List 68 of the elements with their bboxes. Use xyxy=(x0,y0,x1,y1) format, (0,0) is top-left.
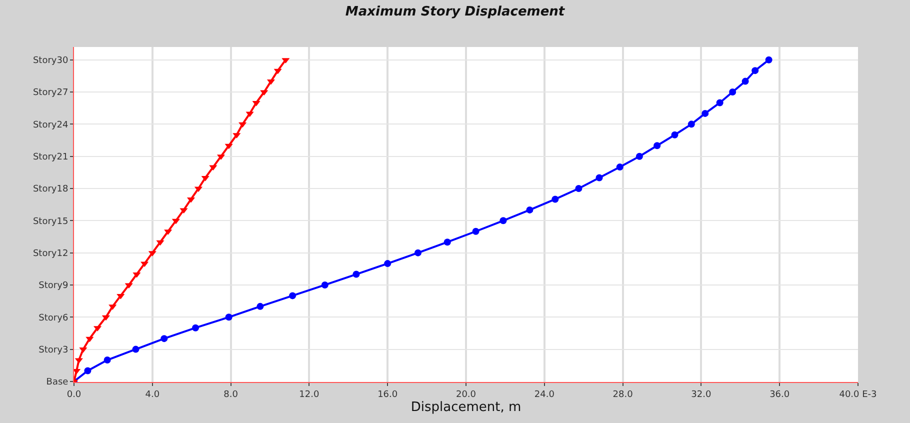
x-tick-label: 28.0 xyxy=(612,390,634,400)
point xyxy=(596,174,603,182)
point xyxy=(140,262,149,268)
y-tick-label: Story27 xyxy=(32,88,68,98)
point xyxy=(274,68,282,74)
point xyxy=(552,196,559,203)
point xyxy=(74,368,81,374)
point xyxy=(102,315,110,321)
y-tick-label: Story30 xyxy=(32,56,68,66)
point xyxy=(225,314,232,321)
x-tick-label: 0.0 xyxy=(66,390,82,400)
point xyxy=(156,240,164,246)
point xyxy=(256,302,264,310)
chart-title: Maximum Story Displacement xyxy=(345,4,566,20)
y-tick-label: Story12 xyxy=(32,248,68,259)
point xyxy=(172,218,180,224)
point xyxy=(209,165,218,171)
x-tick-label: 16.0 xyxy=(378,390,398,400)
y-tick-label: Base xyxy=(46,378,69,388)
point xyxy=(729,88,736,96)
point xyxy=(132,346,140,353)
point xyxy=(636,152,643,160)
point xyxy=(260,90,268,96)
y-tick-label: Story15 xyxy=(32,216,68,227)
point xyxy=(526,206,534,214)
point xyxy=(688,120,695,128)
point xyxy=(238,122,247,128)
y-tick-label: Story3 xyxy=(38,345,68,356)
point xyxy=(702,110,709,117)
point xyxy=(616,164,624,171)
point xyxy=(289,292,296,300)
point xyxy=(74,358,83,364)
point xyxy=(224,144,233,150)
point xyxy=(84,367,92,374)
y-tick-label: Story21 xyxy=(32,152,68,162)
point xyxy=(575,185,582,192)
point xyxy=(321,281,328,288)
x-tick-label: 4.0 xyxy=(145,390,160,400)
point xyxy=(192,324,200,332)
y-tick-label: Story24 xyxy=(32,120,68,130)
y-tick-label: Story18 xyxy=(32,184,68,195)
point xyxy=(716,99,724,106)
point xyxy=(752,67,759,74)
point xyxy=(414,249,422,256)
point xyxy=(252,100,260,106)
y-tick-label: Story6 xyxy=(38,313,68,324)
point xyxy=(444,238,451,246)
x-tick-label: 24.0 xyxy=(534,390,555,400)
x-tick-label: 40.0 E-3 xyxy=(839,390,877,400)
point xyxy=(352,270,360,278)
point xyxy=(742,78,749,85)
point xyxy=(116,294,125,300)
x-tick-label: 12.0 xyxy=(299,390,320,400)
x-tick-label: 8.0 xyxy=(224,390,238,400)
point xyxy=(765,56,772,64)
point xyxy=(160,335,168,342)
point xyxy=(86,336,94,342)
point xyxy=(654,142,661,150)
x-axis-title: Displacement, m xyxy=(410,400,522,415)
x-tick-label: 36.0 xyxy=(770,390,790,400)
point xyxy=(104,356,111,364)
point xyxy=(472,228,480,235)
x-tick-label: 20.0 xyxy=(456,390,476,400)
point xyxy=(671,131,678,138)
point xyxy=(500,217,507,224)
point xyxy=(384,260,392,268)
y-tick-label: Story9 xyxy=(38,281,68,292)
x-tick-label: 32.0 xyxy=(691,390,712,400)
